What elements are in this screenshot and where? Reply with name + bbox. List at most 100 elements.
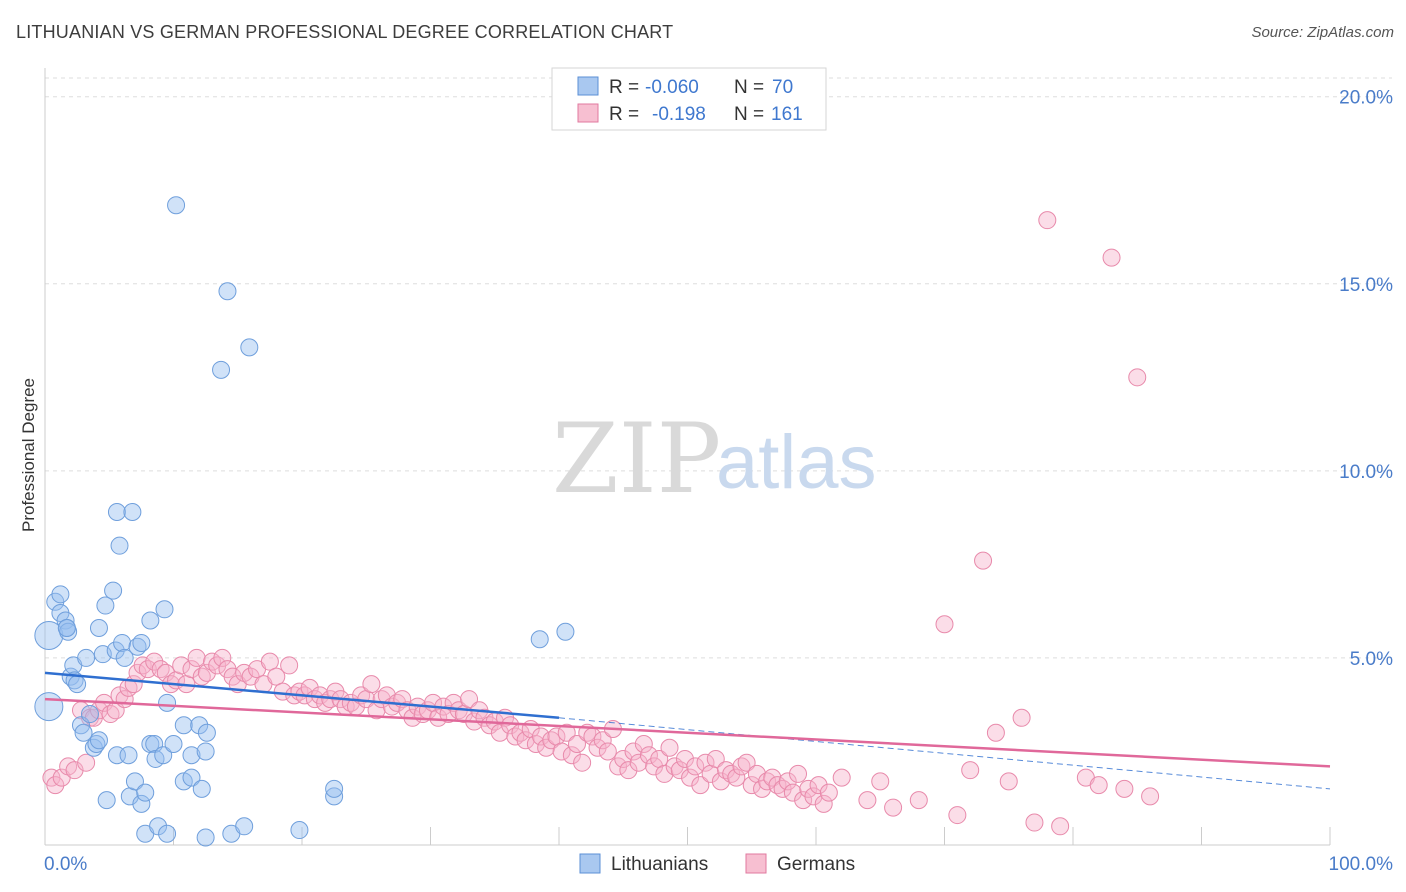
legend-stats: R = -0.060 N = 70 R = -0.198 N = 161 <box>551 67 827 131</box>
lithuanians-point-37 <box>132 794 151 813</box>
germans-point-142 <box>783 783 802 802</box>
germans-point-146 <box>804 787 823 806</box>
source-credit: Source: ZipAtlas.com <box>1251 24 1394 41</box>
germans-point-127 <box>706 749 725 768</box>
lithuanians-point-8 <box>57 618 76 637</box>
germans-point-87 <box>501 716 520 735</box>
germans-point-113 <box>634 734 653 753</box>
lithuanians-point-27 <box>107 503 126 522</box>
germans-point-159 <box>986 723 1005 742</box>
lithuanians-point-54 <box>182 746 201 765</box>
germans-point-73 <box>429 708 448 727</box>
lithuanians-point-24 <box>104 581 123 600</box>
x-tick-label-0: 0.0% <box>44 854 87 875</box>
germans-point-112 <box>629 753 648 772</box>
germans-point-33 <box>213 648 232 667</box>
lithuanians-point-36 <box>132 633 151 652</box>
germans-point-42 <box>267 667 286 686</box>
lithuanians-point-12 <box>68 675 87 694</box>
germans-point-105 <box>593 731 612 750</box>
lithuanians-point-57 <box>196 828 215 847</box>
lithuanians-point-53 <box>182 768 201 787</box>
legend-swatch-germans-bottom <box>745 853 767 874</box>
lithuanians-point-56 <box>192 779 211 798</box>
lithuanians-point-28 <box>110 536 129 555</box>
lithuanians-point-68 <box>530 630 549 649</box>
germans-point-30 <box>197 663 216 682</box>
legend-r-value-1: -0.060 <box>645 77 699 98</box>
lithuanians-point-34 <box>125 772 144 791</box>
germans-point-169 <box>1128 368 1147 387</box>
germans-point-161 <box>1012 708 1031 727</box>
germans-point-148 <box>814 794 833 813</box>
legend-r-label-1: R = <box>609 77 639 98</box>
germans-point-128 <box>711 772 730 791</box>
germans-point-25 <box>172 656 191 675</box>
grid-lines <box>45 77 1392 659</box>
germans-point-75 <box>439 705 458 724</box>
germans-point-125 <box>696 753 715 772</box>
axes <box>44 68 1331 846</box>
lithuanians-point-66 <box>325 787 344 806</box>
lithuanians-point-31 <box>119 746 138 765</box>
germans-point-150 <box>832 768 851 787</box>
legend-n-label-1: N = <box>734 77 764 98</box>
watermark-atlas: atlas <box>716 420 877 505</box>
germans-point-1 <box>46 776 65 795</box>
germans-point-100 <box>567 734 586 753</box>
lithuanians-point-22 <box>96 596 115 615</box>
germans-point-131 <box>727 768 746 787</box>
legend-swatch-lithuanians <box>577 76 599 96</box>
germans-point-157 <box>961 761 980 780</box>
germans-point-98 <box>557 723 576 742</box>
germans-point-147 <box>809 776 828 795</box>
legend-label-lithuanians: Lithuanians <box>611 854 708 875</box>
germans-point-152 <box>871 772 890 791</box>
germans-point-44 <box>280 656 299 675</box>
lithuanians-point-25 <box>106 641 125 660</box>
legend-r-value-2: -0.198 <box>652 104 706 125</box>
germans-point-28 <box>187 648 206 667</box>
lithuanians-point-59 <box>197 723 216 742</box>
germans-point-162 <box>1025 813 1044 832</box>
lithuanians-point-67 <box>325 779 344 798</box>
lithuanians-point-45 <box>154 746 173 765</box>
germans-point-106 <box>598 742 617 761</box>
germans-point-122 <box>681 768 700 787</box>
lithuanians-point-63 <box>235 817 254 836</box>
germans-point-90 <box>516 731 535 750</box>
legend-label-germans: Germans <box>777 854 855 875</box>
lithuanians-point-5 <box>56 611 75 630</box>
lithuanians-point-14 <box>74 723 93 742</box>
germans-point-111 <box>624 742 643 761</box>
germans-point-101 <box>573 753 592 772</box>
lithuanians-point-41 <box>141 611 160 630</box>
germans-point-133 <box>737 753 756 772</box>
y-tick-label-3: 20.0% <box>1339 88 1393 109</box>
lithuanians-point-52 <box>174 716 193 735</box>
germans-point-170 <box>1141 787 1160 806</box>
x-tick-labels: 0.0% 100.0% <box>44 854 1393 875</box>
trend-lines <box>44 671 1331 790</box>
germans-trend-line <box>44 697 1331 768</box>
lithuanians-point-48 <box>158 693 177 712</box>
germans-point-163 <box>1038 211 1057 230</box>
germans-point-114 <box>639 746 658 765</box>
lithuanians-point-38 <box>136 783 155 802</box>
chart-title: LITHUANIAN VS GERMAN PROFESSIONAL DEGREE… <box>16 22 674 42</box>
germans-point-134 <box>742 776 761 795</box>
legend-n-value-2: 161 <box>771 104 803 125</box>
legend-swatch-lithuanians-bottom <box>579 853 601 874</box>
germans-point-167 <box>1102 248 1121 267</box>
lithuanians-point-15 <box>77 648 96 667</box>
series-germans-points <box>42 211 1160 836</box>
germans-point-154 <box>909 791 928 810</box>
germans-point-141 <box>778 772 797 791</box>
germans-point-153 <box>884 798 903 817</box>
germans-point-41 <box>260 652 279 671</box>
germans-point-109 <box>614 749 633 768</box>
germans-point-93 <box>532 727 551 746</box>
lithuanians-point-61 <box>218 282 237 301</box>
germans-point-144 <box>794 791 813 810</box>
lithuanians-point-58 <box>196 742 215 761</box>
